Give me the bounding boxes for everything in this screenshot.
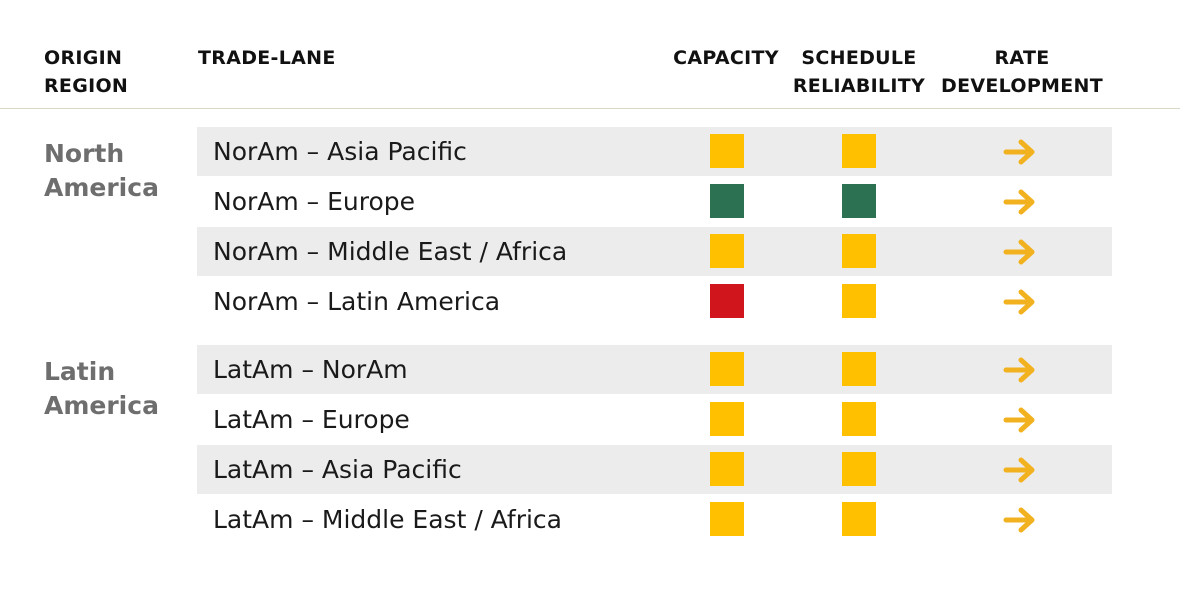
trade-lane-label: LatAm – NorAm (213, 355, 408, 384)
trade-lane-label: LatAm – Asia Pacific (213, 455, 462, 484)
right-arrow-icon (1003, 289, 1035, 315)
schedule-reliability-indicator-yellow (842, 352, 876, 386)
trade-lane-label: NorAm – Europe (213, 187, 416, 216)
schedule-reliability-indicator-green (842, 184, 876, 218)
header-rate-development: RATE DEVELOPMENT (941, 47, 1103, 97)
header-divider (0, 108, 1180, 109)
capacity-indicator-yellow (710, 134, 744, 168)
right-arrow-icon (1003, 139, 1035, 165)
capacity-indicator-yellow (710, 402, 744, 436)
trade-lane-label: NorAm – Asia Pacific (213, 137, 467, 166)
schedule-reliability-indicator-yellow (842, 284, 876, 318)
table-row: NorAm – Asia Pacific (197, 127, 1112, 176)
trade-lane-label: NorAm – Middle East / Africa (213, 237, 568, 266)
table-row: NorAm – Middle East / Africa (197, 227, 1112, 276)
header-origin-region: ORIGIN REGION (44, 47, 129, 97)
header-trade-lane: TRADE-LANE (198, 47, 336, 69)
capacity-indicator-yellow (710, 352, 744, 386)
header-capacity: CAPACITY (673, 47, 779, 69)
trade-lane-label: NorAm – Latin America (213, 287, 501, 316)
capacity-indicator-green (710, 184, 744, 218)
right-arrow-icon (1003, 239, 1035, 265)
right-arrow-icon (1003, 407, 1035, 433)
table-row: NorAm – Europe (197, 177, 1112, 226)
right-arrow-icon (1003, 189, 1035, 215)
schedule-reliability-indicator-yellow (842, 402, 876, 436)
table-row: LatAm – NorAm (197, 345, 1112, 394)
right-arrow-icon (1003, 507, 1035, 533)
schedule-reliability-indicator-yellow (842, 134, 876, 168)
schedule-reliability-indicator-yellow (842, 234, 876, 268)
region-label-north-america: North America (44, 139, 159, 202)
right-arrow-icon (1003, 357, 1035, 383)
trade-lane-label: LatAm – Europe (213, 405, 410, 434)
region-label-latin-america: Latin America (44, 357, 159, 420)
table-row: LatAm – Middle East / Africa (197, 495, 1112, 544)
capacity-indicator-yellow (710, 502, 744, 536)
trade-lane-label: LatAm – Middle East / Africa (213, 505, 562, 534)
table-row: LatAm – Asia Pacific (197, 445, 1112, 494)
right-arrow-icon (1003, 457, 1035, 483)
capacity-indicator-red (710, 284, 744, 318)
schedule-reliability-indicator-yellow (842, 502, 876, 536)
table-row: NorAm – Latin America (197, 277, 1112, 326)
capacity-indicator-yellow (710, 234, 744, 268)
table-row: LatAm – Europe (197, 395, 1112, 444)
schedule-reliability-indicator-yellow (842, 452, 876, 486)
capacity-indicator-yellow (710, 452, 744, 486)
header-schedule-reliability: SCHEDULE RELIABILITY (792, 47, 926, 97)
